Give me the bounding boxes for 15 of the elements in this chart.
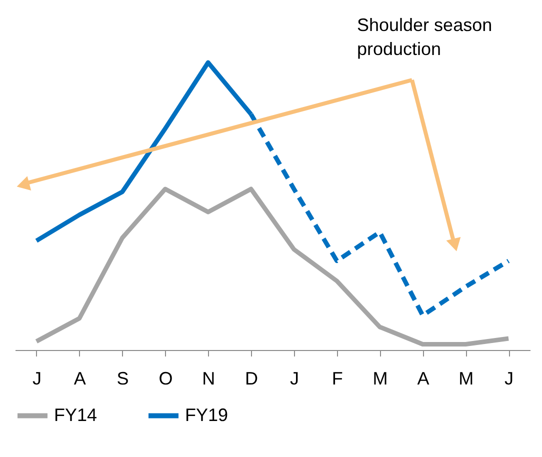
x-tick-label: J: [32, 368, 42, 388]
x-tick-label: D: [245, 368, 258, 388]
x-tick-label: N: [202, 368, 216, 388]
legend-label: FY14: [54, 404, 98, 425]
x-tick-label: F: [332, 368, 343, 388]
x-tick-label: J: [290, 368, 299, 388]
text: Shoulder season production: [357, 15, 492, 59]
x-tick-label: A: [74, 368, 86, 388]
x-tick-label: M: [458, 368, 474, 388]
x-tick-label: M: [372, 368, 388, 388]
x-tick-label: O: [158, 368, 173, 388]
legend-label: FY19: [185, 404, 228, 425]
x-tick-label: J: [504, 368, 514, 388]
x-tick-label: A: [417, 368, 430, 388]
x-tick-label: S: [116, 368, 129, 388]
